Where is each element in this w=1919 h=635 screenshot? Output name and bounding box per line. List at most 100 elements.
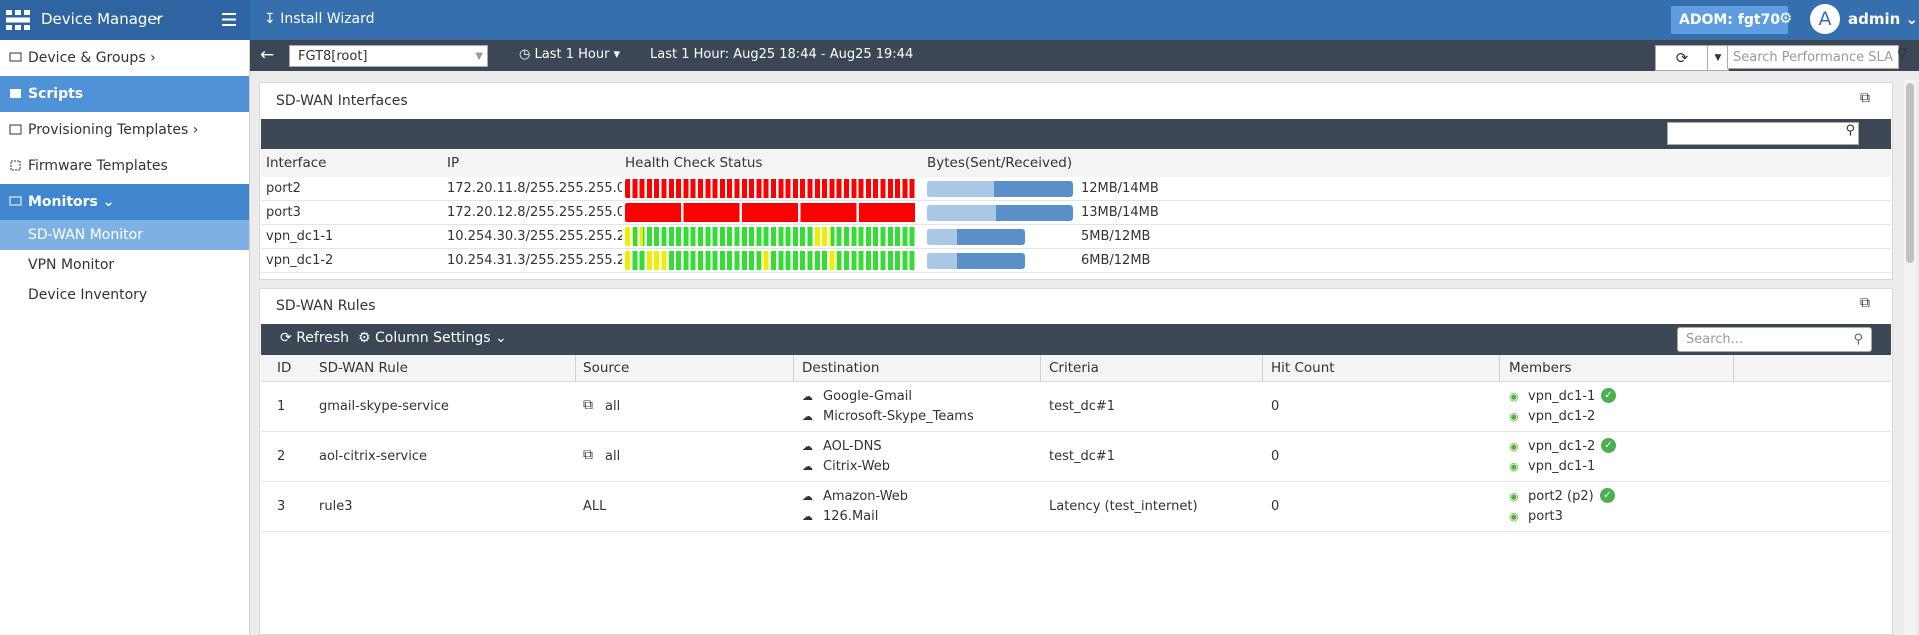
avatar[interactable]: A — [1810, 4, 1840, 34]
interface-name: port3 — [266, 205, 301, 220]
ip-address: 10.254.31.3/255.255.255.255 — [447, 253, 622, 268]
scrollbar[interactable] — [1904, 80, 1916, 635]
destination: Amazon-Web — [823, 489, 909, 504]
status-ok: ✓ — [1600, 488, 1615, 503]
user-name: admin — [1848, 10, 1901, 28]
bytes-label: 6MB/12MB — [1081, 253, 1151, 268]
source-icon: ⧉ — [583, 447, 593, 463]
destination-icon: ☁ — [802, 490, 813, 503]
nav-label: Device & Groups — [28, 50, 146, 66]
member: vpn_dc1-1 — [1528, 389, 1596, 404]
refresh-menu[interactable]: ▼ — [1707, 45, 1729, 71]
row — [261, 382, 1891, 432]
toolbar — [250, 40, 1919, 71]
nav-item[interactable]: Scripts — [0, 76, 249, 112]
device-select[interactable]: FGT8[root] ▼ — [289, 45, 488, 67]
destination-icon: ☁ — [802, 460, 813, 473]
refresh-button[interactable]: ⟳ — [1655, 45, 1709, 71]
table-header — [261, 355, 1891, 382]
status-ok: ✓ — [1601, 438, 1616, 453]
row — [261, 432, 1891, 482]
criteria: test_dc#1 — [1049, 399, 1116, 414]
nav-group[interactable]: Monitors ⌄ — [0, 184, 249, 220]
member-icon: ◉ — [1509, 460, 1519, 473]
caret: ▼ — [475, 51, 483, 62]
table-search[interactable]: ⚲ — [1667, 122, 1859, 145]
scroll-thumb[interactable] — [1906, 83, 1914, 263]
ip-address: 10.254.30.3/255.255.255.255 — [447, 229, 622, 244]
ip-address: 172.20.12.8/255.255.255.0 — [447, 205, 622, 220]
top-bar — [0, 0, 1919, 40]
search-icon: ⚲ — [1897, 46, 1908, 62]
column-divider — [1040, 355, 1041, 381]
refresh-button[interactable]: ⟳ Refresh — [280, 330, 350, 346]
nav-item[interactable]: Firmware Templates — [28, 158, 168, 174]
bytes-label: 12MB/14MB — [1081, 181, 1159, 196]
nav-label: Provisioning Templates — [28, 122, 189, 138]
health-bar — [625, 251, 917, 270]
rules-search[interactable]: Search... ⚲ — [1677, 327, 1872, 352]
rule-source: ALL — [583, 499, 607, 514]
column-header: Members — [1509, 360, 1572, 376]
panel-title: SD-WAN Interfaces — [276, 93, 408, 109]
column-header: SD-WAN Rule — [319, 360, 408, 376]
column-header: Interface — [266, 155, 327, 171]
bytes-bar — [927, 181, 1073, 197]
hit-count: 0 — [1271, 449, 1280, 464]
nav-label: Monitors — [28, 194, 98, 210]
search-icon: ⚲ — [1853, 332, 1863, 347]
time-range[interactable]: ◷ Last 1 Hour ▾ — [519, 47, 621, 62]
table-header — [261, 150, 1891, 177]
bytes-label: 5MB/12MB — [1081, 229, 1151, 244]
criteria: Latency (test_internet) — [1049, 499, 1198, 514]
menu-icon[interactable] — [222, 13, 236, 26]
member: vpn_dc1-2 — [1528, 439, 1596, 454]
destination: Citrix-Web — [823, 459, 890, 474]
back-button[interactable]: ← — [260, 45, 275, 65]
expand-icon[interactable]: ⧉ — [1860, 90, 1870, 106]
expand-icon[interactable]: ⧉ — [1860, 295, 1870, 311]
destination-icon: ☁ — [802, 440, 813, 453]
column-divider — [575, 355, 576, 381]
nav-item[interactable]: Provisioning Templates › — [28, 122, 199, 138]
column-header: IP — [447, 155, 460, 171]
nav-item[interactable]: Device Inventory — [28, 287, 148, 303]
rule-name: aol-citrix-service — [319, 449, 427, 464]
nav-item[interactable]: SD-WAN Monitor — [0, 220, 249, 250]
wrench-icon[interactable]: ⚙ — [1779, 9, 1793, 27]
column-header: Health Check Status — [625, 155, 763, 171]
ip-address: 172.20.11.8/255.255.255.0 — [447, 181, 622, 196]
time-span: Last 1 Hour: Aug25 18:44 - Aug25 19:44 — [650, 47, 914, 62]
install-wizard[interactable]: ↧ Install Wizard — [264, 11, 375, 27]
column-header: Destination — [802, 360, 880, 376]
logo — [6, 10, 30, 30]
bytes-bar — [927, 205, 1073, 221]
destination-icon: ☁ — [802, 510, 813, 523]
refresh-label: Refresh — [296, 330, 350, 346]
health-bar — [625, 179, 917, 198]
interface-name: vpn_dc1-2 — [266, 253, 334, 268]
placeholder: Search Performance SLA — [1733, 50, 1893, 65]
nav-item[interactable]: Device & Groups › — [28, 50, 156, 66]
install-wizard-label: Install Wizard — [280, 11, 375, 27]
sla-search[interactable]: Search Performance SLA — [1727, 45, 1899, 69]
bytes-bar — [927, 229, 1025, 245]
nav-item[interactable]: VPN Monitor — [28, 257, 115, 273]
time-range-label: Last 1 Hour — [534, 47, 610, 62]
bytes-bar — [927, 253, 1025, 269]
app-header[interactable] — [0, 0, 250, 40]
bytes-label: 13MB/14MB — [1081, 205, 1159, 220]
column-header: ID — [277, 360, 292, 376]
user-menu[interactable]: admin ⌄ — [1848, 10, 1919, 28]
destination: 126.Mail — [823, 509, 879, 524]
source-icon: ⧉ — [583, 397, 593, 413]
member: vpn_dc1-1 — [1528, 459, 1596, 474]
status-ok: ✓ — [1601, 388, 1616, 403]
adom-button[interactable]: ADOM: fgt70 — [1671, 6, 1789, 34]
column-divider — [1733, 355, 1734, 381]
health-bar — [625, 203, 917, 222]
column-settings[interactable]: ⚙ Column Settings ⌄ — [358, 330, 507, 346]
row — [261, 249, 1891, 273]
hit-count: 0 — [1271, 499, 1280, 514]
